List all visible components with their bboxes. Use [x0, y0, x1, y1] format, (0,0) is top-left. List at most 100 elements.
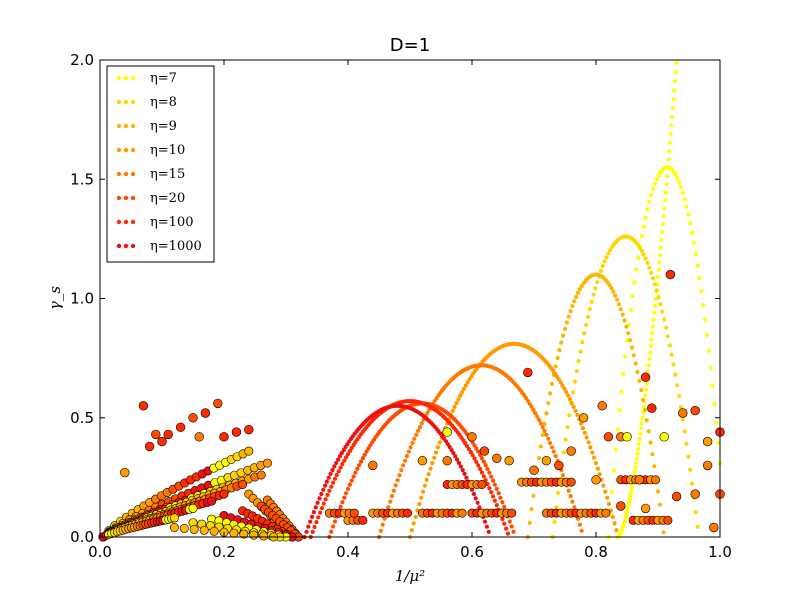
series-0-point: [627, 497, 632, 502]
series-2-point: [618, 307, 623, 312]
y-axis: 0.0 0.5 1.0 1.5 2.0: [70, 51, 720, 546]
series-1-point: [652, 282, 658, 287]
cluster-marker: [249, 530, 259, 540]
series-0-point: [636, 255, 641, 260]
series-0-point: [634, 267, 639, 272]
series-0-point: [663, 198, 668, 203]
series-1-point: [585, 314, 591, 319]
series-5-point: [366, 446, 371, 451]
legend-marker: [116, 243, 122, 249]
series-5-point: [345, 486, 351, 491]
series-5-point: [492, 482, 497, 487]
series-6-point: [472, 456, 477, 461]
band-marker: [650, 475, 660, 485]
band-marker: [457, 508, 467, 518]
series-1-point: [645, 260, 650, 265]
cluster-marker: [256, 470, 266, 480]
cluster-marker: [238, 479, 248, 489]
series-6-point: [344, 455, 349, 460]
series-5-point: [509, 524, 514, 529]
series-3-point: [435, 445, 440, 450]
series-0-point: [714, 420, 719, 426]
series-4-point: [542, 428, 547, 433]
series-4-point: [417, 425, 422, 430]
series-1-point: [600, 263, 605, 269]
series-4-point: [419, 421, 424, 426]
series-3-point: [571, 404, 576, 409]
series-5-point: [479, 456, 484, 461]
series-6-point: [481, 474, 486, 479]
series-7-point: [462, 471, 467, 476]
series-2-point: [626, 331, 631, 336]
series-0-point: [623, 354, 628, 359]
series-2-point: [642, 407, 648, 413]
series-2-point: [529, 507, 534, 512]
series-3-point: [432, 455, 437, 460]
series-3-point: [592, 455, 597, 460]
series-3-point: [567, 397, 573, 402]
series-0-point: [647, 199, 652, 204]
series-3-point: [579, 421, 584, 426]
series-4-point: [425, 410, 430, 416]
series-4-point: [388, 499, 393, 504]
series-0-point: [665, 165, 670, 170]
series-0-point: [684, 204, 689, 209]
series-0-point: [615, 427, 620, 432]
series-4-point: [561, 473, 566, 478]
series-2-point: [629, 345, 635, 350]
series-0-point: [650, 186, 656, 192]
series-5-point: [357, 463, 362, 468]
series-0-point: [624, 510, 629, 515]
series-0-point: [644, 381, 649, 386]
large-marker: [504, 456, 514, 466]
series-5-point: [498, 495, 503, 500]
series-0-point: [639, 234, 645, 239]
series-2-point: [575, 290, 581, 295]
series-1-point: [667, 343, 672, 348]
series-2-point: [572, 299, 577, 304]
series-1-point: [574, 369, 579, 374]
series-0-point: [693, 251, 698, 257]
series-3-point: [575, 412, 580, 418]
series-6-point: [334, 472, 339, 478]
series-4-point: [570, 499, 575, 504]
series-7-point: [308, 519, 313, 524]
series-1-point: [686, 454, 691, 459]
series-0-point: [644, 387, 648, 392]
series-4-point: [546, 436, 551, 441]
series-0-point: [650, 331, 655, 336]
legend-label: η=8: [150, 95, 177, 110]
series-1-point: [587, 307, 592, 312]
legend-label: η=10: [150, 143, 185, 158]
series-3-point: [560, 383, 565, 388]
series-1-point: [639, 249, 645, 254]
series-5-point: [338, 504, 343, 509]
series-1-point: [671, 362, 676, 367]
series-6-point: [478, 466, 483, 471]
series-4-point: [406, 449, 411, 454]
series-0-point: [637, 437, 642, 441]
series-4-point: [386, 505, 391, 510]
large-marker: [157, 436, 167, 447]
series-6-point: [312, 524, 317, 530]
legend-marker: [123, 99, 129, 105]
legend-marker: [116, 195, 122, 201]
series-5-point: [481, 459, 486, 464]
series-1-point: [598, 268, 604, 274]
series-0-point: [649, 337, 654, 342]
series-2-point: [628, 338, 633, 343]
y-tick-label: 1.5: [70, 170, 94, 188]
series-5-point: [329, 529, 334, 534]
band-marker: [358, 515, 368, 525]
series-6-point: [332, 476, 338, 481]
series-0-point: [629, 490, 634, 495]
series-1-point: [554, 505, 559, 510]
series-0-point: [647, 357, 652, 361]
large-marker: [144, 441, 155, 452]
y-tick-label: 1.0: [70, 290, 94, 308]
series-0-point: [716, 440, 721, 445]
large-marker: [479, 446, 490, 456]
series-6-point: [316, 515, 321, 520]
series-4-point: [577, 522, 583, 527]
legend-marker: [116, 75, 122, 81]
